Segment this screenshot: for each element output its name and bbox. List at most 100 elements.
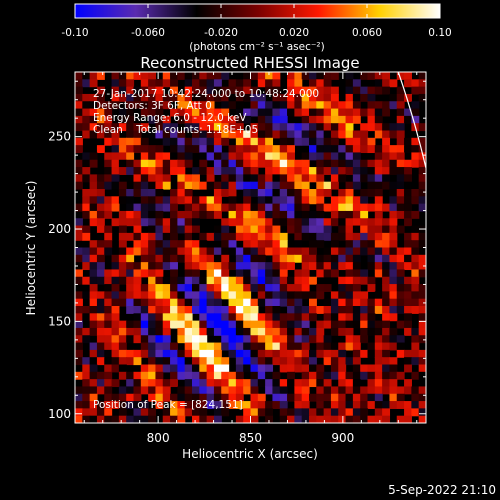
heatmap-cell bbox=[126, 276, 135, 285]
heatmap-cell bbox=[89, 371, 98, 380]
heatmap-cell bbox=[111, 349, 120, 358]
heatmap-cell bbox=[345, 393, 354, 402]
heatmap-cell bbox=[162, 284, 171, 292]
heatmap-cell bbox=[111, 123, 120, 132]
heatmap-cell bbox=[162, 203, 171, 212]
heatmap-cell bbox=[265, 320, 274, 329]
heatmap-cell bbox=[104, 159, 113, 168]
heatmap-cell bbox=[265, 137, 274, 146]
heatmap-cell bbox=[133, 72, 142, 80]
heatmap-cell bbox=[140, 101, 149, 110]
heatmap-cell bbox=[330, 298, 339, 307]
heatmap-cell bbox=[411, 357, 420, 366]
heatmap-cell bbox=[206, 342, 215, 351]
heatmap-cell bbox=[235, 327, 244, 336]
heatmap-cell bbox=[338, 349, 347, 358]
heatmap-cell bbox=[279, 386, 288, 395]
heatmap-cell bbox=[389, 357, 398, 366]
heatmap-cell bbox=[367, 218, 376, 227]
heatmap-cell bbox=[192, 86, 200, 95]
heatmap-cell bbox=[265, 357, 274, 366]
heatmap-cell bbox=[418, 152, 426, 161]
heatmap-cell bbox=[287, 130, 295, 139]
heatmap-cell bbox=[126, 137, 135, 146]
heatmap-cell bbox=[367, 108, 376, 117]
heatmap-cell bbox=[75, 86, 83, 95]
heatmap-cell bbox=[235, 247, 244, 256]
heatmap-cell bbox=[199, 335, 208, 344]
heatmap-cell bbox=[316, 254, 325, 263]
heatmap-cell bbox=[89, 401, 98, 409]
heatmap-cell bbox=[213, 342, 222, 351]
heatmap-cell bbox=[374, 393, 383, 402]
heatmap-cell bbox=[287, 335, 295, 344]
heatmap-cell bbox=[170, 269, 178, 278]
heatmap-cell bbox=[177, 101, 186, 110]
heatmap-cell bbox=[162, 327, 171, 336]
heatmap-cell bbox=[367, 313, 376, 322]
heatmap-cell bbox=[243, 284, 252, 292]
heatmap-cell bbox=[126, 357, 135, 366]
heatmap-cell bbox=[367, 298, 376, 307]
heatmap-cell bbox=[360, 130, 369, 139]
heatmap-cell bbox=[279, 108, 288, 117]
heatmap-cell bbox=[345, 145, 354, 154]
heatmap-cell bbox=[228, 240, 237, 249]
heatmap-cell bbox=[155, 371, 164, 380]
heatmap-cell bbox=[96, 276, 105, 285]
heatmap-cell bbox=[155, 145, 164, 154]
heatmap-cell bbox=[330, 371, 339, 380]
heatmap-cell bbox=[250, 393, 259, 402]
heatmap-cell bbox=[418, 189, 426, 197]
heatmap-cell bbox=[213, 284, 222, 292]
heatmap-cell bbox=[404, 79, 412, 88]
heatmap-cell bbox=[192, 93, 200, 102]
heatmap-cell bbox=[228, 145, 237, 154]
heatmap-cell bbox=[133, 320, 142, 329]
heatmap-cell bbox=[323, 262, 332, 271]
heatmap-cell bbox=[404, 276, 412, 285]
heatmap-cell bbox=[75, 218, 83, 227]
heatmap-cell bbox=[287, 181, 295, 190]
heatmap-cell bbox=[89, 327, 98, 336]
heatmap-cell bbox=[243, 159, 252, 168]
heatmap-cell bbox=[374, 254, 383, 263]
heatmap-cell bbox=[199, 254, 208, 263]
heatmap-cell bbox=[250, 145, 259, 154]
heatmap-cell bbox=[206, 115, 215, 124]
heatmap-cell bbox=[221, 123, 230, 132]
heatmap-cell bbox=[111, 313, 120, 322]
heatmap-cell bbox=[221, 247, 230, 256]
heatmap-cell bbox=[213, 115, 222, 124]
heatmap-cell bbox=[389, 393, 398, 402]
heatmap-cell bbox=[345, 276, 354, 285]
heatmap-cell bbox=[228, 159, 237, 168]
heatmap-cell bbox=[323, 379, 332, 388]
heatmap-cell bbox=[133, 240, 142, 249]
heatmap-cell bbox=[111, 174, 120, 183]
heatmap-cell bbox=[155, 335, 164, 344]
heatmap-cell bbox=[199, 108, 208, 117]
heatmap-cell bbox=[177, 152, 186, 161]
heatmap-cell bbox=[213, 225, 222, 234]
heatmap-cell bbox=[367, 386, 376, 395]
heatmap-cell bbox=[411, 254, 420, 263]
heatmap-cell bbox=[155, 86, 164, 95]
heatmap-cell bbox=[301, 115, 310, 124]
heatmap-cell bbox=[96, 130, 105, 139]
heatmap-cell bbox=[206, 276, 215, 285]
heatmap-cell bbox=[330, 415, 339, 423]
heatmap-cell bbox=[140, 137, 149, 146]
heatmap-cell bbox=[221, 232, 230, 241]
heatmap-cell bbox=[309, 291, 317, 300]
heatmap-cell bbox=[352, 342, 361, 351]
heatmap-cell bbox=[184, 108, 193, 117]
heatmap-cell bbox=[338, 401, 347, 409]
heatmap-cell bbox=[75, 298, 83, 307]
heatmap-cell bbox=[199, 210, 208, 219]
heatmap-cell bbox=[279, 349, 288, 358]
heatmap-cell bbox=[360, 371, 369, 380]
heatmap-cell bbox=[133, 379, 142, 388]
heatmap-cell bbox=[287, 393, 295, 402]
heatmap-cell bbox=[257, 145, 266, 154]
